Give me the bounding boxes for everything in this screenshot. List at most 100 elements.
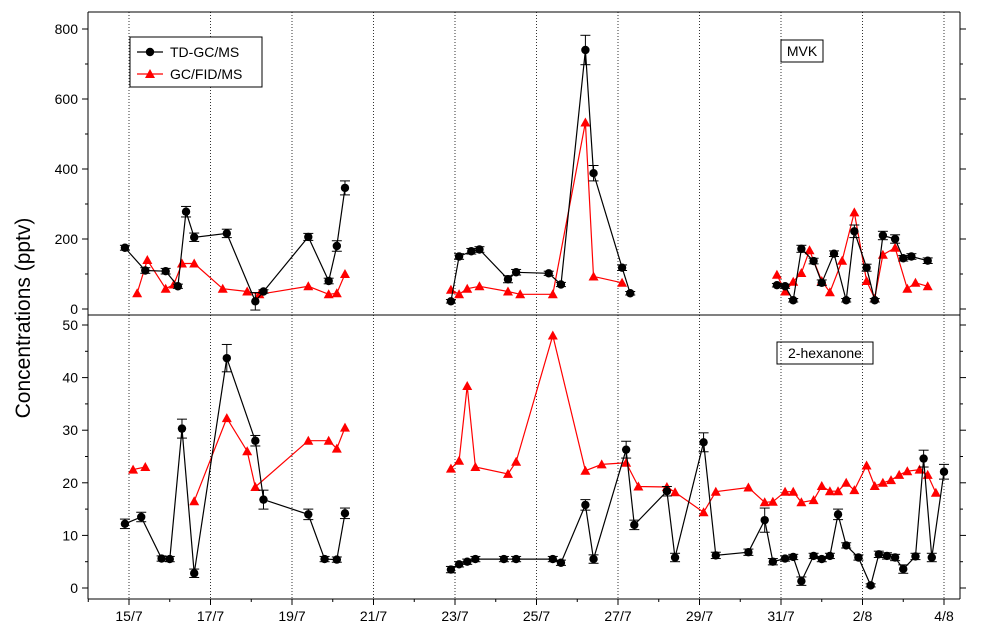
triangle-marker xyxy=(254,289,265,299)
circle-marker xyxy=(446,297,456,306)
circle-marker xyxy=(817,278,826,287)
circle-marker xyxy=(222,353,231,363)
y-tick-label: 200 xyxy=(55,231,79,247)
triangle-marker xyxy=(303,435,314,445)
circle-marker xyxy=(825,551,835,561)
circle-marker xyxy=(662,487,672,496)
triangle-marker xyxy=(580,117,591,127)
circle-marker xyxy=(475,245,484,254)
y-axis-label: Concentrations (pptv) xyxy=(12,218,35,419)
triangle-marker xyxy=(454,455,465,465)
y-tick-label: 30 xyxy=(62,422,78,438)
triangle-marker xyxy=(849,207,860,217)
circle-marker xyxy=(911,552,920,561)
triangle-marker xyxy=(743,482,754,492)
triangle-marker xyxy=(502,286,513,296)
triangle-marker xyxy=(633,481,644,491)
triangle-marker xyxy=(788,486,799,496)
circle-marker xyxy=(866,581,875,590)
circle-marker xyxy=(190,569,199,578)
y-tick-label: 800 xyxy=(55,21,79,37)
triangle-marker xyxy=(890,242,901,252)
circle-marker xyxy=(165,554,174,564)
circle-marker xyxy=(181,207,191,216)
y-tick-label: 20 xyxy=(62,475,78,491)
triangle-marker xyxy=(767,496,778,506)
triangle-marker xyxy=(547,330,558,340)
triangle-marker xyxy=(621,457,632,467)
triangle-marker xyxy=(474,281,485,291)
circle-marker xyxy=(581,45,590,55)
circle-marker xyxy=(511,554,521,564)
circle-marker xyxy=(137,512,146,522)
triangle-marker xyxy=(339,422,350,432)
x-tick-label: 31/7 xyxy=(767,608,794,624)
circle-marker xyxy=(499,554,509,564)
series-td-gc-ms xyxy=(119,343,949,590)
x-tick-label: 29/7 xyxy=(686,608,713,624)
circle-marker xyxy=(809,551,818,561)
circle-marker xyxy=(340,183,350,193)
circle-marker xyxy=(141,266,150,275)
triangle-marker xyxy=(796,497,807,507)
circle-marker xyxy=(467,247,476,256)
triangle-marker xyxy=(596,459,607,469)
panel-labels: MVK 2-hexanone xyxy=(776,39,874,365)
plot-area xyxy=(119,34,949,590)
triangle-marker xyxy=(849,485,860,495)
legend-triangle-marker xyxy=(145,69,155,78)
circle-marker xyxy=(324,276,333,286)
circle-marker xyxy=(927,553,936,562)
triangle-marker xyxy=(331,443,342,453)
triangle-marker xyxy=(339,269,350,278)
circle-marker xyxy=(874,550,883,559)
circle-marker xyxy=(544,269,553,278)
triangle-marker xyxy=(877,477,888,487)
panel-label-box xyxy=(780,39,824,63)
triangle-marker xyxy=(780,486,791,496)
x-axis: 15/7 17/7 19/7 21/7 23/7 25/7 27/7 29/7 31/7 2/8 4… xyxy=(87,599,954,624)
circle-marker xyxy=(899,254,908,263)
circle-marker xyxy=(251,297,260,306)
circle-marker xyxy=(548,554,557,564)
circle-marker xyxy=(850,227,859,236)
y-tick-label: 50 xyxy=(62,317,78,333)
circle-marker xyxy=(446,565,456,574)
triangle-marker xyxy=(861,276,872,285)
circle-marker xyxy=(177,424,187,433)
circle-marker xyxy=(923,256,932,265)
triangle-marker xyxy=(710,486,721,496)
triangle-marker xyxy=(189,258,200,268)
circle-marker xyxy=(870,296,879,305)
triangle-marker xyxy=(588,271,599,281)
circle-marker xyxy=(304,232,313,242)
triangle-marker xyxy=(132,288,143,298)
triangle-marker xyxy=(547,289,558,299)
y-tick-label: 40 xyxy=(62,370,78,386)
circle-marker xyxy=(463,557,472,566)
circle-marker xyxy=(789,296,798,305)
circle-marker xyxy=(626,289,635,298)
triangle-marker xyxy=(445,284,456,294)
circle-marker xyxy=(556,280,566,289)
triangle-marker xyxy=(462,381,473,391)
panel-label-mvk: MVK xyxy=(787,43,818,59)
triangle-marker xyxy=(780,286,791,296)
triangle-marker xyxy=(580,465,591,475)
circle-marker xyxy=(511,268,521,277)
circle-marker xyxy=(332,555,342,564)
triangle-marker xyxy=(910,277,921,287)
triangle-marker xyxy=(698,507,709,517)
triangle-marker xyxy=(886,475,897,485)
circle-marker xyxy=(899,564,908,574)
triangle-marker xyxy=(841,477,852,487)
triangle-marker xyxy=(323,289,334,299)
triangle-marker xyxy=(816,480,827,490)
triangle-marker xyxy=(454,289,465,299)
circle-marker xyxy=(630,520,639,530)
series-td-gc-ms xyxy=(119,34,933,311)
triangle-marker xyxy=(824,486,835,496)
triangle-marker xyxy=(331,288,342,298)
x-tick-label: 21/7 xyxy=(360,608,387,624)
